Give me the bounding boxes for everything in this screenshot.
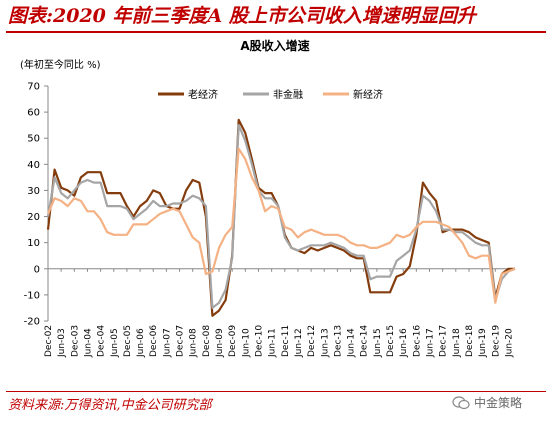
source-note: 资料来源:万得资讯,中金公司研究部 (8, 398, 212, 413)
x-tick-label: Dec-13 (333, 325, 343, 357)
x-tick-label: Jun-11 (268, 328, 278, 358)
x-tick-label: Dec-03 (70, 325, 80, 357)
y-tick-label: 10 (27, 238, 40, 249)
x-tick-label: Jun-15 (373, 328, 383, 358)
x-tick-label: Jun-17 (425, 328, 435, 358)
source-divider (6, 391, 546, 392)
x-tick-label: Jun-12 (294, 328, 304, 358)
series-line-2 (46, 124, 516, 309)
y-tick-label: -10 (24, 290, 40, 301)
x-tick-label: Jun-05 (110, 328, 120, 358)
x-tick-label: Jun-20 (504, 328, 514, 358)
x-tick-label: Dec-08 (202, 325, 212, 357)
watermark-text: 中金策略 (474, 396, 523, 410)
legend-label: 非金融 (273, 88, 303, 101)
x-tick-label: Dec-16 (412, 325, 422, 357)
x-tick-label: Dec-09 (228, 325, 238, 357)
x-tick-label: Dec-02 (44, 325, 54, 357)
series-lines (46, 118, 516, 317)
y-tick-label: 20 (27, 212, 40, 223)
y-tick-label: -20 (24, 317, 40, 328)
watermark: 中金策略 (452, 394, 522, 411)
series-line-3 (46, 147, 516, 304)
x-tick-label: Jun-19 (478, 328, 488, 358)
x-tick-label: Jun-03 (57, 328, 67, 358)
x-tick-label: Dec-10 (254, 325, 264, 357)
x-tick-label: Dec-17 (439, 325, 449, 357)
x-tick-label: Dec-14 (360, 325, 370, 357)
y-tick-label: 0 (34, 264, 40, 275)
legend: 老经济 非金融 新经济 (158, 88, 383, 101)
line-chart: A股收入增速 (年初至今同比 %) 老经济 非金融 新经济 -20 -10 0 10 20 3… (20, 38, 516, 358)
y-tick-label: 30 (27, 186, 40, 197)
x-tick-label: Jun-18 (452, 328, 462, 358)
x-tick-label: Jun-16 (399, 328, 409, 358)
x-tick-label: Jun-07 (162, 328, 172, 358)
x-tick-label: Dec-11 (281, 325, 291, 357)
x-tick-label: Dec-12 (307, 325, 317, 357)
x-tick-label: Dec-15 (386, 325, 396, 357)
x-tick-label: Jun-13 (320, 328, 330, 358)
x-tick-label: Dec-07 (176, 325, 186, 357)
x-tick-label: Dec-19 (491, 325, 501, 357)
legend-label: 新经济 (353, 88, 383, 101)
wechat-icon (452, 395, 470, 409)
x-tick-label: Dec-04 (97, 325, 107, 357)
x-tick-label: Dec-18 (465, 325, 475, 357)
y-tick-label: 60 (27, 108, 40, 119)
y-tick-label: 70 (27, 82, 40, 93)
x-tick-label: Jun-06 (136, 328, 146, 358)
x-tick-label: Jun-04 (83, 328, 93, 358)
x-tick-label: Jun-09 (215, 328, 225, 358)
figure-title: 图表:2020 年前三季度A 股上市公司收入增速明显回升 (8, 5, 476, 27)
y-tick-label: 50 (27, 134, 40, 145)
legend-label: 老经济 (188, 88, 218, 101)
x-tick-label: Jun-10 (241, 328, 251, 358)
chart-title: A股收入增速 (240, 38, 309, 53)
x-tick-label: Jun-08 (189, 328, 199, 358)
y-tick-label: 40 (27, 160, 40, 171)
x-tick-label: Jun-14 (347, 328, 357, 358)
y-axis-label: (年初至今同比 %) (20, 58, 101, 71)
x-tick-label: Dec-06 (149, 325, 159, 357)
title-divider (6, 31, 546, 33)
x-tick-label: Dec-05 (123, 325, 133, 357)
